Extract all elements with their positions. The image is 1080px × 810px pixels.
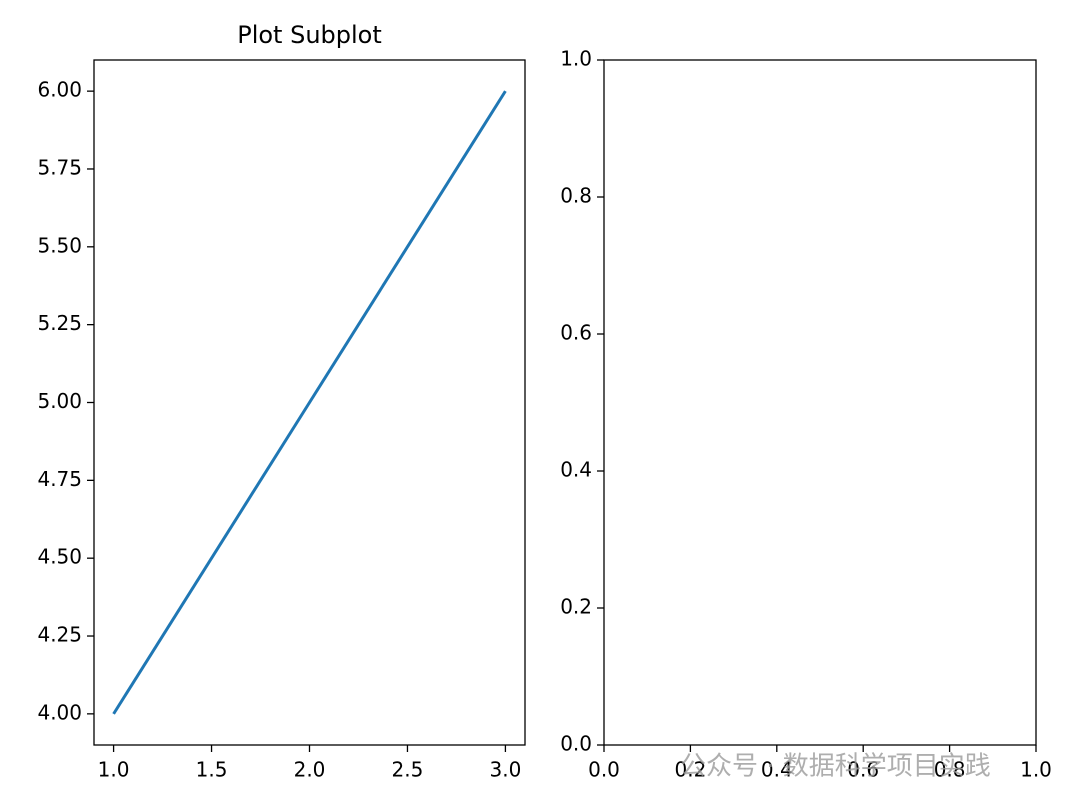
- x-tick-label: 2.5: [392, 758, 424, 782]
- x-tick-label: 0.6: [847, 758, 879, 782]
- x-tick-label: 0.0: [588, 758, 620, 782]
- x-tick-label: 3.0: [490, 758, 522, 782]
- axes-frame: [603, 59, 1037, 746]
- x-tick-label: 1.5: [196, 758, 228, 782]
- y-tick-label: 5.75: [37, 155, 82, 179]
- x-tick-label: 0.8: [934, 758, 966, 782]
- y-tick-label: 4.25: [37, 623, 82, 647]
- y-tick-label: 4.00: [37, 700, 82, 724]
- data-line: [112, 90, 507, 715]
- y-tick-label: 0.0: [560, 732, 592, 756]
- y-tick-label: 0.8: [560, 184, 592, 208]
- y-tick-label: 1.0: [560, 47, 592, 71]
- x-tick-label: 1.0: [98, 758, 130, 782]
- y-tick-label: 6.00: [37, 78, 82, 102]
- x-tick-label: 0.4: [761, 758, 793, 782]
- y-tick-label: 4.75: [37, 467, 82, 491]
- watermark: 公众号 · 数据科学项目实践: [680, 752, 991, 782]
- y-tick-label: 0.4: [560, 458, 592, 482]
- chart-title: Plot Subplot: [237, 21, 382, 49]
- x-tick-label: 2.0: [294, 758, 326, 782]
- y-tick-label: 5.50: [37, 233, 82, 257]
- y-tick-label: 5.25: [37, 311, 82, 335]
- y-tick-label: 0.6: [560, 321, 592, 345]
- y-tick-label: 4.50: [37, 545, 82, 569]
- y-tick-label: 0.2: [560, 595, 592, 619]
- x-tick-label: 0.2: [674, 758, 706, 782]
- y-tick-label: 5.00: [37, 389, 82, 413]
- x-tick-label: 1.0: [1020, 758, 1052, 782]
